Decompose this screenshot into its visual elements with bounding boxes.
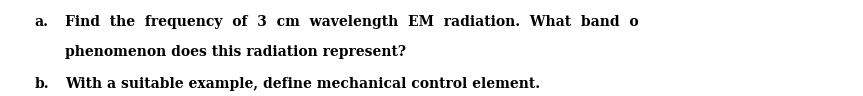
Text: phenomenon does this radiation represent?: phenomenon does this radiation represent…: [65, 45, 406, 59]
Text: With a suitable example, define mechanical control element.: With a suitable example, define mechanic…: [65, 77, 540, 91]
Text: b.: b.: [35, 77, 49, 91]
Text: a.: a.: [35, 15, 48, 29]
Text: Find  the  frequency  of  3  cm  wavelength  EM  radiation.  What  band  o: Find the frequency of 3 cm wavelength EM…: [65, 15, 639, 29]
